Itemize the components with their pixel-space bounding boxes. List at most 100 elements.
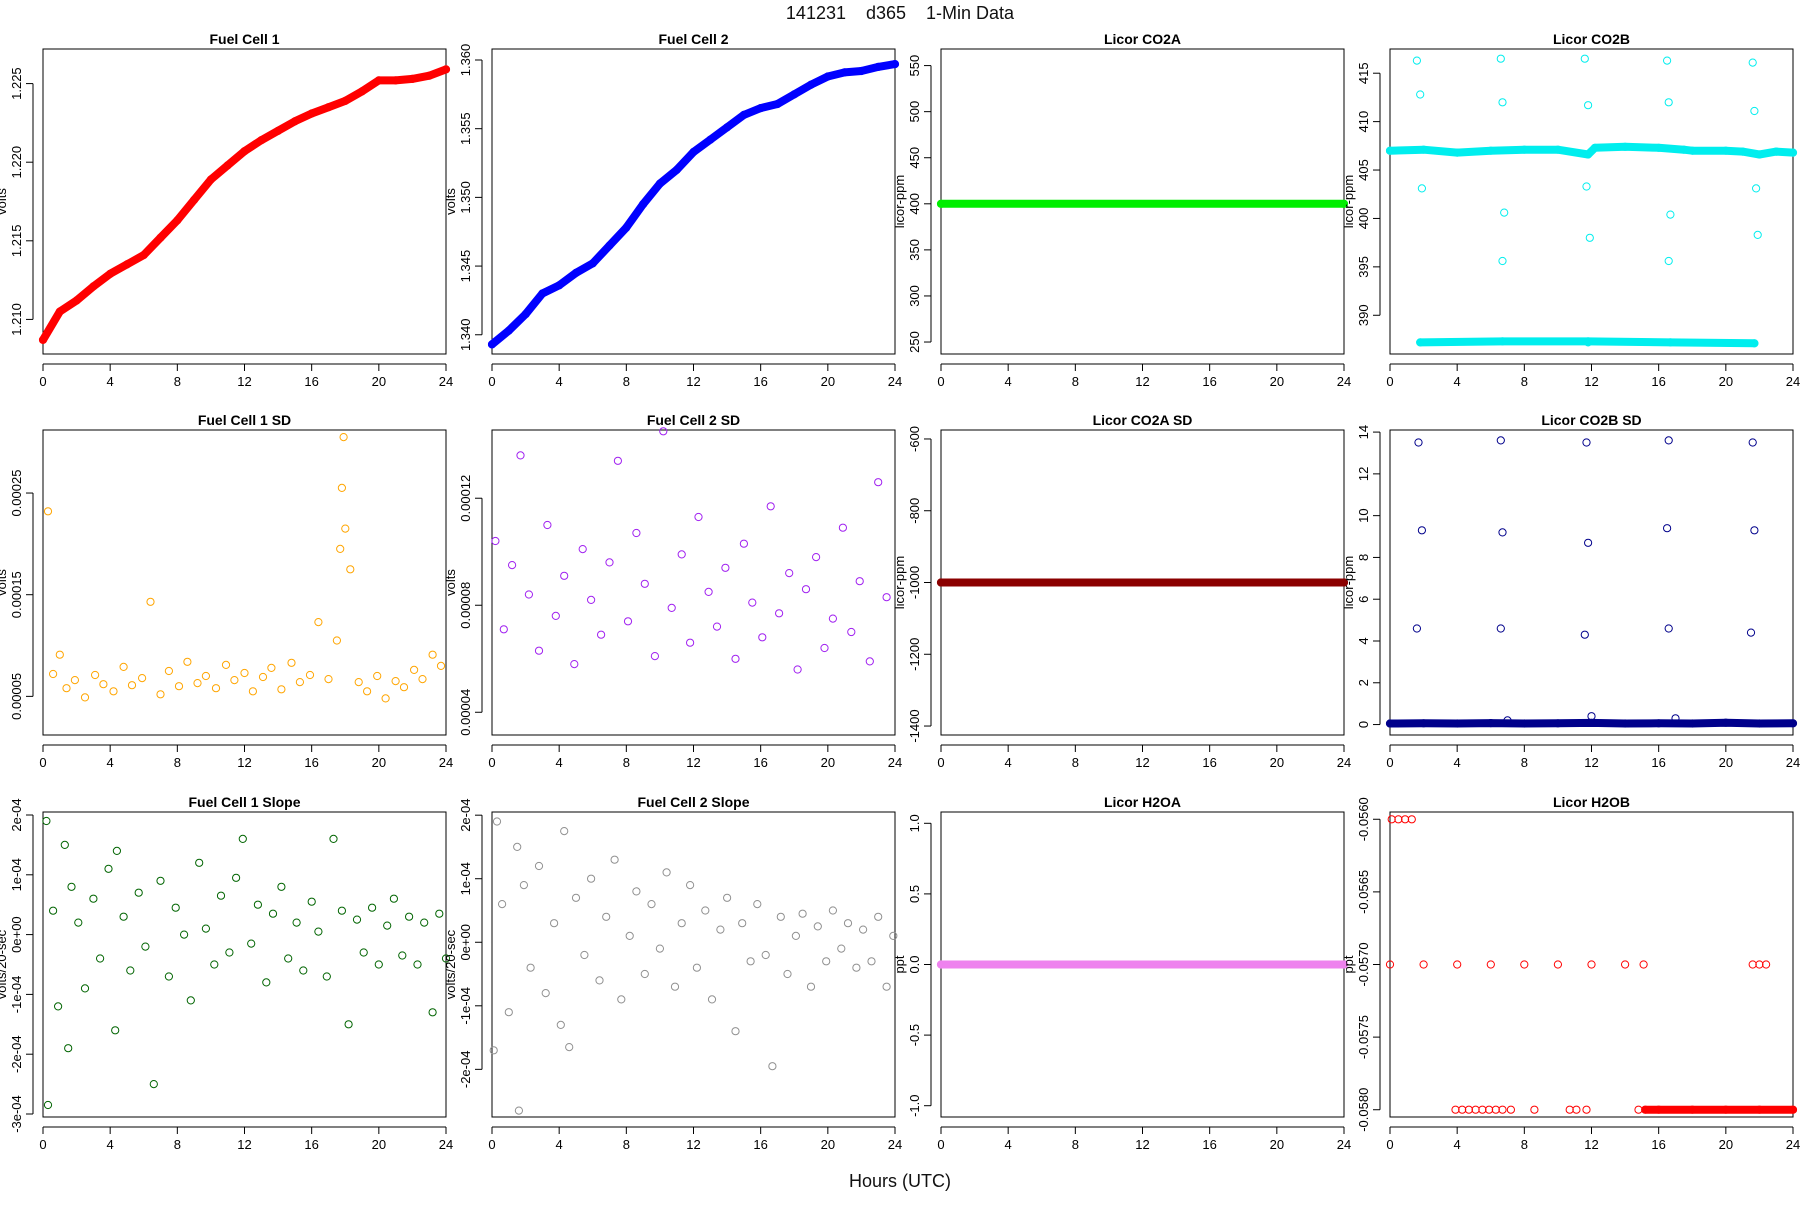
x-tick-label: 24 [1337,755,1351,770]
data-point [820,643,829,653]
data-point [1419,145,1428,154]
data-point [498,900,507,909]
y-axis: -0.0580 -0.0575 -0.0570 -0.0565 -0.0560 [1356,797,1381,1132]
data-point [1530,1105,1539,1114]
y-axis: 0.00005 0.00015 0.00025 [9,470,34,720]
data-point [336,544,345,554]
data-series [491,427,891,674]
data-point [1453,148,1462,157]
data-point [706,135,715,144]
data-point [1453,960,1462,969]
data-point [1688,719,1697,728]
data-point [867,957,876,966]
data-point [1407,815,1416,824]
data-point [139,250,148,260]
x-tick-label: 12 [1135,1137,1149,1152]
data-point [1755,960,1764,969]
data-point [1654,719,1663,728]
data-point [1748,960,1757,969]
data-series [1641,1105,1798,1114]
y-tick-label: -0.0560 [1356,797,1371,841]
data-point [156,876,165,885]
data-point [410,665,419,675]
data-point [1417,184,1427,193]
data-point [1416,338,1425,347]
plot-frame [1389,429,1794,736]
data-point [650,652,660,661]
data-point [1721,718,1730,727]
y-tick-label: -0.0575 [1356,1015,1371,1059]
x-tick-label: 24 [1786,1137,1800,1152]
data-point [284,954,293,963]
data-point [391,677,400,686]
y-axis: 390 395 400 405 410 415 [1356,62,1381,326]
data-point [42,816,51,826]
data-point [1582,182,1591,191]
data-point [524,590,534,599]
data-point [1664,256,1673,266]
y-axis: 0 2 4 6 8 10 12 14 [1356,425,1381,728]
data-point [1471,1105,1480,1114]
data-point [874,912,883,921]
data-point [489,1046,498,1055]
x-tick-label: 20 [1719,1137,1733,1152]
data-point [74,918,83,927]
data-point [201,671,210,681]
data-point [119,912,128,921]
y-tick-label: 1.225 [9,67,24,100]
data-point [1387,815,1396,824]
data-point [874,478,883,487]
data-point [662,868,671,877]
data-point [1788,148,1798,157]
chart-panel: Licor H2OA 0 4 8 12 16 20 24 -1.0 -0.5 0.0 0.5 1.0 pp… [892,794,1351,1152]
data-point [67,882,76,891]
data-point [257,136,266,145]
x-axis: 0 4 8 12 16 20 24 [39,744,453,770]
x-tick-label: 16 [1202,374,1216,389]
x-tick-label: 8 [1521,755,1528,770]
data-point [60,840,69,850]
data-point [617,995,626,1004]
data-point [1419,960,1428,969]
data-point [324,675,333,684]
data-point [352,915,362,924]
y-tick-label: 0.00025 [9,470,24,517]
data-point [287,658,296,667]
y-tick-label: 250 [907,331,922,353]
x-tick-label: 24 [1337,374,1351,389]
y-tick-label: -2e-04 [9,1035,24,1073]
y-tick-label: 400 [907,193,922,215]
y-tick-label: 1.345 [458,250,473,283]
data-point [632,887,641,896]
y-tick-label: 1.350 [458,181,473,214]
data-point [238,834,247,844]
x-tick-label: 16 [753,374,767,389]
data-point [677,919,686,928]
chart-panel: Licor CO2A 0 4 8 12 16 20 24 250 300 350 400 450 500 5… [892,31,1351,389]
data-point [1585,233,1594,242]
data-point [274,126,283,135]
data-series [1385,815,1771,1114]
chart-title: Licor CO2A SD [1093,412,1193,428]
chart-title: Licor H2OB [1553,794,1630,810]
figure-x-axis-label: Hours (UTC) [849,1171,951,1191]
data-point [801,585,811,594]
plot-frame [42,811,447,1118]
data-point [240,668,249,678]
x-tick-label: 0 [1386,1137,1393,1152]
y-tick-label: -600 [907,426,922,452]
data-point [1498,1105,1507,1114]
data-point [277,685,286,694]
data-point [428,650,437,659]
data-point [550,919,559,928]
x-tick-label: 8 [174,755,181,770]
x-axis: 0 4 8 12 16 20 24 [1386,363,1800,389]
y-tick-label: 1.355 [458,112,473,145]
data-point [341,524,350,533]
data-series [1385,142,1798,159]
data-point [610,855,619,864]
x-tick-label: 4 [1454,755,1461,770]
y-tick-label: -0.5 [907,1024,922,1046]
x-tick-label: 8 [174,1137,181,1152]
data-point [857,66,866,76]
